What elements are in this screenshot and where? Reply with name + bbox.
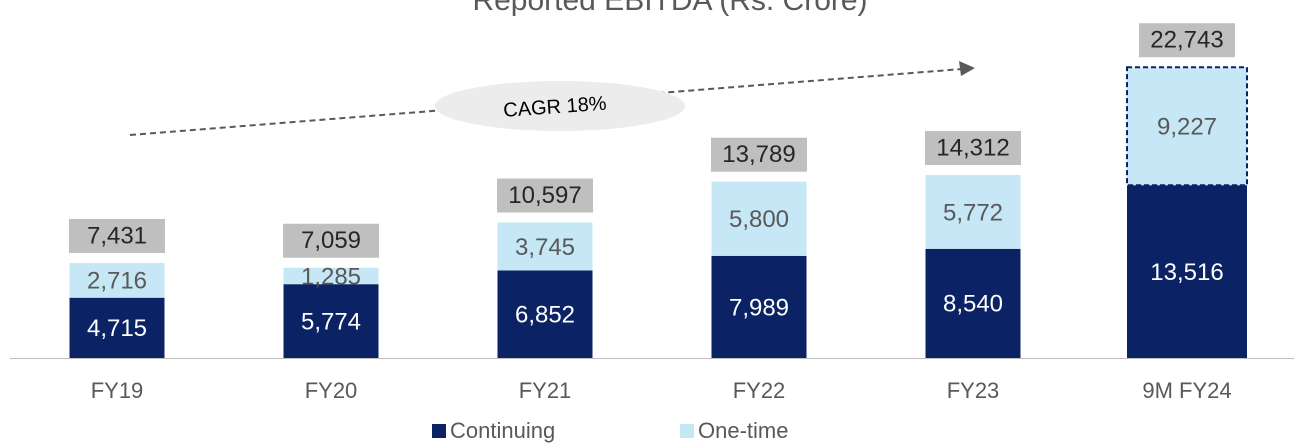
total-label: 7,431: [87, 222, 147, 249]
value-label: 5,774: [301, 308, 361, 335]
bar-segment: [925, 248, 1021, 358]
total-box: [711, 137, 807, 172]
total-label: 13,789: [722, 141, 795, 168]
bar-segment: [283, 284, 379, 358]
legend-label: One-time: [698, 418, 788, 443]
bar-segment: [69, 297, 165, 358]
bar-segment: [497, 222, 593, 271]
legend-swatch: [680, 424, 694, 438]
value-label: 5,800: [729, 206, 789, 233]
value-label: 8,540: [943, 291, 1003, 318]
value-label: 3,745: [515, 234, 575, 261]
legend-label: Continuing: [450, 418, 555, 443]
x-tick-label: FY19: [91, 378, 144, 403]
value-label: 7,989: [729, 294, 789, 321]
total-box: [497, 178, 593, 213]
cagr-bubble: [435, 81, 685, 131]
bar-segment: [283, 267, 379, 285]
bar-segment: [925, 175, 1021, 249]
bar-segment: [711, 255, 807, 358]
value-label: 9,227: [1157, 114, 1217, 141]
x-tick-label: FY20: [305, 378, 358, 403]
value-label: 2,716: [87, 268, 147, 295]
bar-segment: [711, 181, 807, 256]
total-box: [1139, 23, 1235, 58]
x-tick-label: FY21: [519, 378, 572, 403]
x-tick-label: FY23: [947, 378, 1000, 403]
bar-segment: [1127, 185, 1247, 358]
chart-title: Reported EBITDA (Rs. Crore): [472, 0, 867, 17]
total-box: [283, 223, 379, 258]
x-tick-label: FY22: [733, 378, 786, 403]
bar-segment: [1126, 66, 1248, 187]
value-label: 6,852: [515, 302, 575, 329]
value-label: 4,715: [87, 315, 147, 342]
bar-segment: [69, 262, 165, 298]
value-label: 1,285: [301, 263, 361, 290]
total-box: [925, 131, 1021, 166]
bar-segment: [497, 270, 593, 358]
total-label: 14,312: [936, 134, 1009, 161]
value-label: 5,772: [943, 199, 1003, 226]
legend-swatch: [432, 424, 446, 438]
value-label: 13,516: [1150, 259, 1223, 286]
total-label: 22,743: [1150, 27, 1223, 54]
x-tick-label: 9M FY24: [1142, 378, 1231, 403]
arrow-head: [959, 61, 975, 76]
total-label: 10,597: [508, 182, 581, 209]
cagr-arrow: [129, 68, 963, 136]
total-box: [69, 218, 165, 253]
total-label: 7,059: [301, 227, 361, 254]
